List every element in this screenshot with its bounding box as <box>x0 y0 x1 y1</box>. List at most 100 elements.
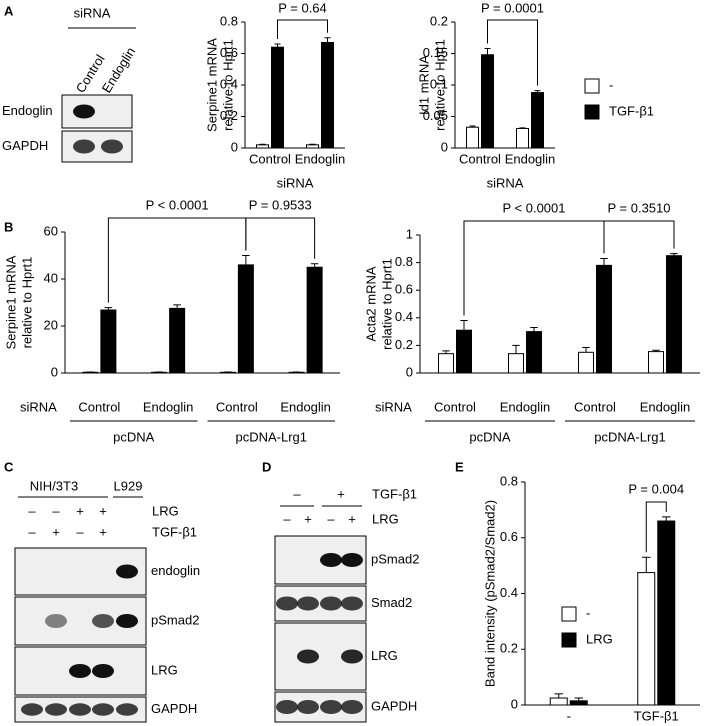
y-tick-label: 0.4 <box>220 76 238 91</box>
error-bar <box>460 320 468 331</box>
annotation: P = 0.9533 <box>249 197 312 212</box>
bar <box>100 309 117 374</box>
x-tick-label: Control <box>459 151 501 166</box>
band <box>101 139 123 154</box>
annotation: P = 0.3510 <box>607 200 670 215</box>
band <box>92 703 114 716</box>
band <box>69 703 91 716</box>
x-tick-label: Control <box>216 399 258 414</box>
y-label: Acta2 mRNA <box>363 266 378 341</box>
annotation: P < 0.0001 <box>502 200 565 215</box>
x-label: siRNA <box>487 175 524 190</box>
significance-bracket <box>463 220 605 316</box>
bar <box>481 54 494 149</box>
band <box>297 700 319 714</box>
band <box>69 664 91 678</box>
y-tick-label: 60 <box>44 223 58 238</box>
bar <box>531 92 544 149</box>
lane-label: Endoglin <box>99 45 139 96</box>
y-tick-label: 0.15 <box>423 45 448 60</box>
x-tick-label: TGF-β1 <box>634 708 679 723</box>
sign: – <box>28 524 36 539</box>
bar <box>578 351 594 374</box>
error-bar <box>519 127 526 129</box>
group-label: pcDNA <box>469 429 511 444</box>
y-tick-label: 0 <box>51 364 58 379</box>
y-label: Id1 mRNA <box>416 55 431 115</box>
y-tick-label: 0 <box>441 139 448 154</box>
legend-swatch <box>584 78 600 94</box>
y-tick-label: 20 <box>44 317 58 332</box>
error-bar <box>574 697 583 701</box>
row-label: LRG <box>371 648 398 663</box>
band <box>341 700 363 714</box>
x-tick-label: Endoglin <box>295 151 346 166</box>
condition-label: LRG <box>152 503 179 518</box>
significance-bracket <box>245 217 316 259</box>
panel-label: D <box>262 459 271 474</box>
y-label: relative to Hprt1 <box>19 257 34 349</box>
error-bar <box>469 125 476 128</box>
sign: – <box>52 503 60 518</box>
group-label: pcDNA <box>113 429 155 444</box>
row-label: GAPDH <box>151 701 197 716</box>
band <box>341 596 363 611</box>
y-tick-label: 0 <box>511 696 518 711</box>
x-label: siRNA <box>20 399 57 414</box>
band <box>320 700 342 714</box>
band <box>21 703 43 716</box>
group-label: pcDNA-Lrg1 <box>235 429 307 444</box>
error-bar <box>442 350 450 354</box>
y-tick-label: 0.2 <box>500 641 518 656</box>
panel-label: B <box>4 219 13 234</box>
legend-label: TGF-β1 <box>609 103 654 118</box>
band <box>92 664 114 678</box>
y-tick-label: 0.8 <box>395 254 413 269</box>
band <box>320 553 342 567</box>
condition-label: TGF-β1 <box>152 524 197 539</box>
group-label: NIH/3T3 <box>30 478 78 493</box>
y-tick-label: 0.2 <box>220 108 238 123</box>
band <box>45 703 67 716</box>
blot-header: siRNA <box>74 5 111 20</box>
sign: – <box>283 511 291 526</box>
band <box>297 649 319 664</box>
y-tick-label: 0.6 <box>220 45 238 60</box>
bar <box>666 255 682 374</box>
x-tick-label: Endoglin <box>143 399 194 414</box>
x-tick-label: Control <box>574 399 616 414</box>
error-bar <box>554 693 563 699</box>
error-bar <box>484 47 491 55</box>
bar <box>549 697 568 706</box>
sign: + <box>304 511 312 526</box>
x-label: siRNA <box>277 175 314 190</box>
condition-label: LRG <box>372 511 399 526</box>
legend-swatch <box>584 104 600 120</box>
x-tick-label: Control <box>249 151 291 166</box>
blot-row <box>61 94 133 129</box>
row-label: endoglin <box>151 563 200 578</box>
bar <box>596 264 612 374</box>
bar <box>466 126 479 149</box>
x-tick-label: Endoglin <box>500 399 551 414</box>
significance-bracket <box>603 220 675 254</box>
error-bar <box>324 37 331 43</box>
band <box>116 564 138 579</box>
error-bar <box>512 344 520 354</box>
y-tick-label: 1 <box>406 226 413 241</box>
bar <box>569 700 588 706</box>
x-tick-label: Endoglin <box>640 399 691 414</box>
bar <box>456 329 472 374</box>
error-bar <box>642 556 651 573</box>
group-label: L929 <box>114 478 143 493</box>
significance-bracket <box>107 217 247 303</box>
bar <box>169 307 186 374</box>
annotation: P = 0.64 <box>278 0 327 15</box>
row-label: LRG <box>151 662 178 677</box>
sign: + <box>52 524 60 539</box>
row-label: GAPDH <box>2 138 48 153</box>
x-tick-label: Control <box>434 399 476 414</box>
x-tick-label: Endoglin <box>505 151 556 166</box>
sign: + <box>337 486 345 501</box>
bar <box>271 46 284 149</box>
